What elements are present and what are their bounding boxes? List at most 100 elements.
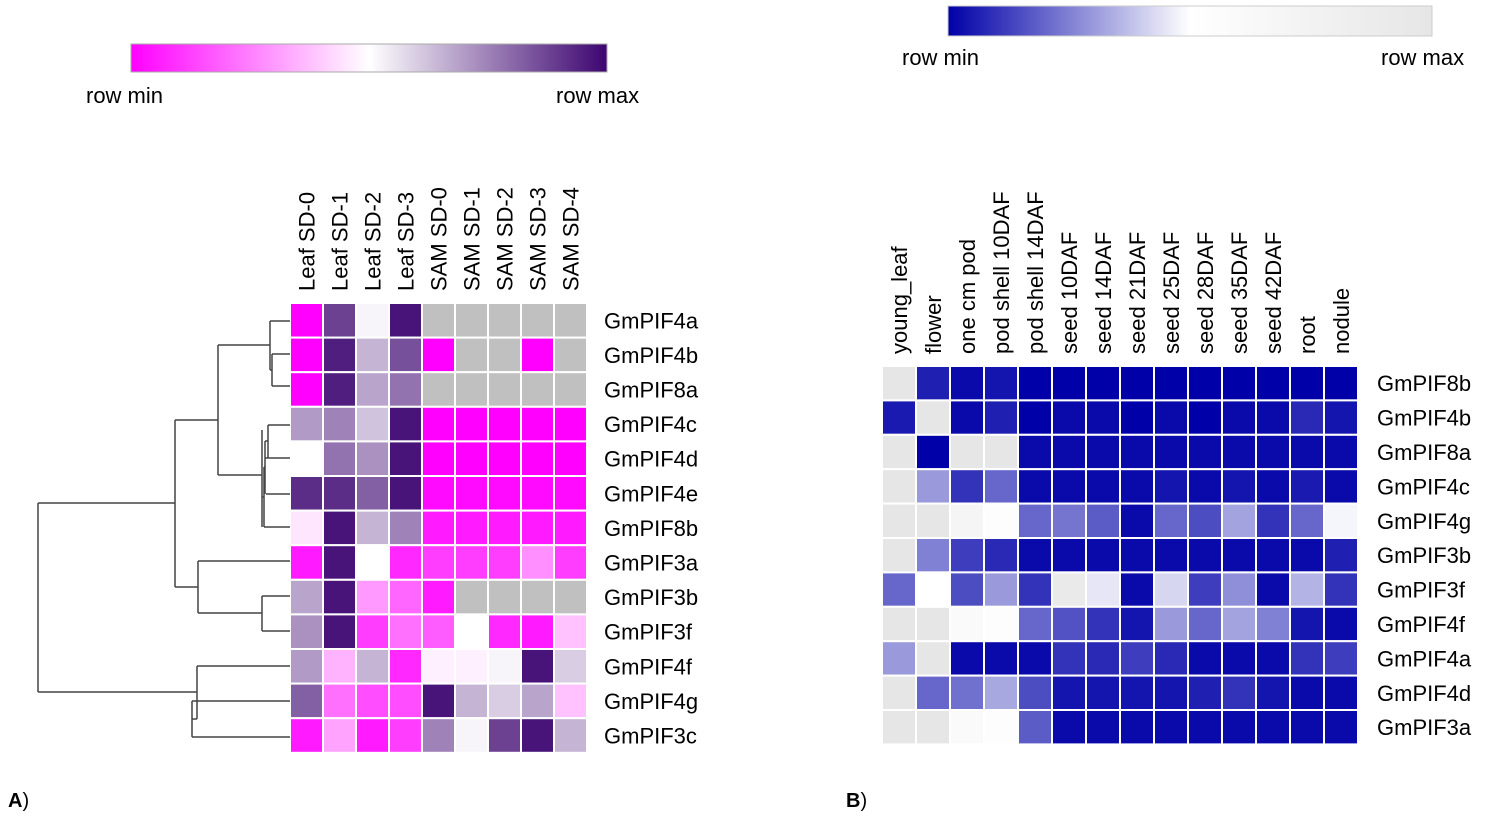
heatmap-cell	[421, 717, 456, 754]
column-label: SAM SD-4	[559, 187, 584, 291]
heatmap-cell	[1153, 709, 1189, 746]
heatmap-cell	[1119, 537, 1155, 574]
heatmap-cell	[421, 613, 456, 651]
heatmap-cell	[289, 405, 324, 443]
heatmap-cell	[1017, 605, 1053, 643]
panel-a-row-labels: GmPIF4a GmPIF4b GmPIF8a GmPIF4c GmPIF4d GmPIF…	[604, 308, 699, 748]
heatmap-cell	[520, 440, 555, 477]
heatmap-cell	[1085, 433, 1121, 471]
heatmap-cell	[1323, 571, 1359, 608]
heatmap-cell	[1255, 468, 1291, 505]
heatmap-cell	[1221, 571, 1257, 608]
heatmap-cell	[520, 648, 555, 685]
heatmap-cell	[487, 475, 522, 512]
heatmap-cell	[1187, 674, 1223, 711]
heatmap-cell	[289, 578, 324, 616]
heatmap-cell	[520, 302, 555, 339]
heatmap-cell	[881, 674, 917, 711]
heatmap-cell	[289, 682, 324, 720]
panel-a-legend-min-label: row min	[86, 83, 163, 108]
heatmap-cell	[983, 605, 1019, 643]
heatmap-cell	[322, 613, 357, 651]
heatmap-cell	[915, 571, 951, 608]
heatmap-cell	[1017, 537, 1053, 574]
heatmap-cell	[949, 709, 985, 746]
heatmap-cell	[983, 468, 1019, 505]
heatmap-cell	[949, 502, 985, 540]
panel-b-legend: row min row max	[902, 5, 1464, 70]
heatmap-cell	[1187, 605, 1223, 643]
heatmap-cell	[1221, 365, 1257, 402]
heatmap-cell	[1085, 502, 1121, 540]
heatmap-cell	[949, 399, 985, 436]
column-label: pod shell 10DAF	[989, 191, 1014, 354]
heatmap-cell	[1017, 468, 1053, 505]
row-label: GmPIF4b	[1377, 406, 1471, 431]
column-label: pod shell 14DAF	[1023, 191, 1048, 354]
heatmap-cell	[1187, 640, 1223, 677]
heatmap-cell	[355, 544, 390, 581]
heatmap-cell	[1153, 399, 1189, 436]
column-label: SAM SD-0	[427, 187, 452, 291]
heatmap-cell	[421, 475, 456, 512]
heatmap-cell	[322, 717, 357, 754]
row-label: GmPIF3f	[604, 620, 693, 645]
panel-b-cells	[881, 365, 1359, 746]
row-label: GmPIF4c	[1377, 474, 1470, 499]
panel-a-cells	[289, 302, 588, 754]
heatmap-cell	[553, 405, 588, 443]
heatmap-cell	[1221, 709, 1257, 746]
heatmap-cell	[1085, 674, 1121, 711]
heatmap-cell	[421, 544, 456, 581]
heatmap-cell	[1255, 537, 1291, 574]
heatmap-cell	[949, 640, 985, 677]
heatmap-cell	[388, 302, 423, 339]
column-label: SAM SD-2	[493, 187, 518, 291]
heatmap-cell	[355, 717, 390, 754]
row-label: GmPIF4c	[604, 412, 697, 437]
heatmap-cell	[355, 302, 390, 339]
heatmap-cell	[487, 302, 522, 339]
heatmap-cell	[1289, 640, 1325, 677]
heatmap-cell	[520, 717, 555, 754]
heatmap-cell	[520, 475, 555, 512]
heatmap-cell	[388, 405, 423, 443]
heatmap-cell	[421, 336, 456, 374]
heatmap-cell	[881, 365, 917, 402]
heatmap-cell	[454, 613, 489, 651]
heatmap-cell	[1323, 502, 1359, 540]
heatmap-cell	[388, 682, 423, 720]
panel-a-color-scale-bar	[130, 43, 608, 73]
heatmap-cell	[520, 371, 555, 408]
heatmap-cell	[1255, 433, 1291, 471]
heatmap-cell	[520, 509, 555, 547]
heatmap-cell	[1255, 674, 1291, 711]
heatmap-cell	[487, 717, 522, 754]
heatmap-cell	[1221, 640, 1257, 677]
heatmap-cell	[553, 371, 588, 408]
heatmap-cell	[289, 336, 324, 374]
row-label: GmPIF8a	[1377, 440, 1472, 465]
heatmap-cell	[520, 613, 555, 651]
heatmap-cell	[388, 717, 423, 754]
row-label: GmPIF3b	[1377, 543, 1471, 568]
heatmap-cell	[1323, 605, 1359, 643]
heatmap-cell	[1051, 502, 1087, 540]
heatmap-cell	[1017, 640, 1053, 677]
heatmap-cell	[487, 509, 522, 547]
heatmap-cell	[421, 405, 456, 443]
heatmap-cell	[915, 468, 951, 505]
heatmap-cell	[355, 509, 390, 547]
heatmap-cell	[1153, 537, 1189, 574]
heatmap-cell	[983, 433, 1019, 471]
heatmap-cell	[553, 440, 588, 477]
heatmap-cell	[355, 336, 390, 374]
heatmap-cell	[355, 613, 390, 651]
heatmap-cell	[355, 475, 390, 512]
heatmap-cell	[1221, 399, 1257, 436]
heatmap-cell	[1017, 571, 1053, 608]
heatmap-cell	[949, 468, 985, 505]
heatmap-cell	[1051, 605, 1087, 643]
heatmap-cell	[322, 648, 357, 685]
